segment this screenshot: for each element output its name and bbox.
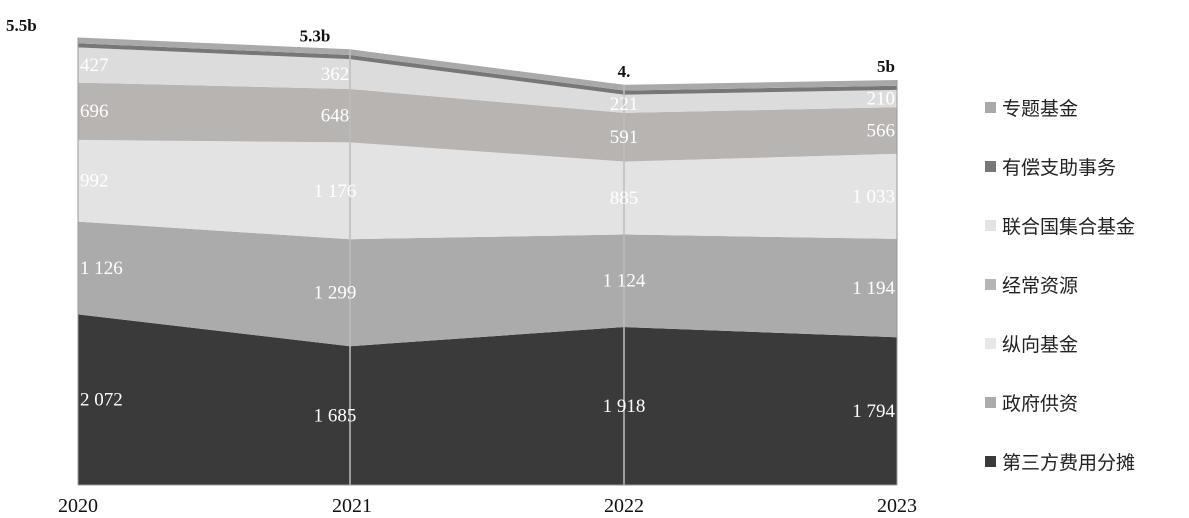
legend-item-0: 专题基金 bbox=[985, 78, 1185, 137]
area-series-0 bbox=[78, 314, 897, 485]
area-series-4 bbox=[78, 139, 897, 240]
y-max-label: 5.5b bbox=[6, 16, 37, 35]
legend-label-4: 纵向基金 bbox=[1002, 335, 1079, 356]
data-label-6-2021: 362 bbox=[321, 64, 350, 85]
x-tick-2020: 2020 bbox=[58, 495, 98, 517]
data-label-4-2021: 1 176 bbox=[314, 181, 357, 202]
data-label-1-2021: 1 299 bbox=[314, 283, 357, 304]
data-label-5-2023: 566 bbox=[867, 121, 896, 142]
total-label-2023: 5b bbox=[877, 57, 895, 76]
data-label-4-2020: 992 bbox=[80, 171, 109, 192]
data-label-6-2022: 221 bbox=[610, 94, 639, 115]
data-label-0-2023: 1 794 bbox=[852, 401, 895, 422]
legend-item-1: 有偿支助事务 bbox=[985, 137, 1185, 196]
data-label-1-2022: 1 124 bbox=[603, 271, 646, 292]
legend-swatch-0 bbox=[985, 102, 996, 113]
legend-swatch-1 bbox=[985, 161, 996, 172]
legend-label-0: 专题基金 bbox=[1002, 99, 1079, 120]
legend-item-3: 经常资源 bbox=[985, 255, 1185, 314]
legend: 专题基金有偿支助事务 联合国集合基金 经常资源纵向基金政府供资第三方费用分摊 bbox=[985, 78, 1185, 491]
area-series-7 bbox=[78, 43, 897, 95]
legend-swatch-6 bbox=[985, 456, 996, 467]
legend-label-3: 经常资源 bbox=[1002, 276, 1079, 297]
legend-label-6: 第三方费用分摊 bbox=[1002, 453, 1136, 474]
x-tick-2023: 2023 bbox=[877, 495, 917, 517]
legend-label-5: 政府供资 bbox=[1002, 394, 1079, 415]
data-label-0-2022: 1 918 bbox=[603, 396, 646, 417]
x-tick-2022: 2022 bbox=[604, 495, 644, 517]
area-series-5 bbox=[78, 82, 897, 162]
legend-item-2: 联合国集合基金 bbox=[985, 196, 1185, 255]
data-label-5-2022: 591 bbox=[610, 127, 639, 148]
data-label-5-2021: 648 bbox=[321, 106, 350, 127]
legend-item-4: 纵向基金 bbox=[985, 314, 1185, 373]
legend-swatch-5 bbox=[985, 397, 996, 408]
data-label-6-2023: 210 bbox=[867, 89, 896, 110]
legend-item-5: 政府供资 bbox=[985, 373, 1185, 432]
data-label-1-2020: 1 126 bbox=[80, 258, 123, 279]
legend-label-1: 有偿支助事务 bbox=[1002, 158, 1117, 179]
total-label-2021: 5.3b bbox=[300, 26, 331, 45]
data-label-1-2023: 1 194 bbox=[852, 278, 895, 299]
data-label-4-2022: 885 bbox=[610, 188, 639, 209]
x-tick-2021: 2021 bbox=[332, 495, 372, 517]
data-label-4-2023: 1 033 bbox=[852, 186, 895, 207]
legend-swatch-2 bbox=[985, 220, 996, 231]
area-series-1 bbox=[78, 221, 897, 347]
legend-swatch-4 bbox=[985, 338, 996, 349]
legend-label-2: 联合国集合基金 bbox=[1002, 217, 1136, 238]
data-label-6-2020: 427 bbox=[80, 55, 109, 76]
data-label-0-2020: 2 072 bbox=[80, 390, 123, 411]
legend-swatch-3 bbox=[985, 279, 996, 290]
area-series-6 bbox=[78, 47, 897, 113]
area-series-8 bbox=[78, 37, 897, 91]
data-label-5-2020: 696 bbox=[80, 101, 109, 122]
data-label-0-2021: 1 685 bbox=[314, 406, 357, 427]
legend-item-6: 第三方费用分摊 bbox=[985, 432, 1185, 491]
total-label-2022: 4. bbox=[618, 62, 631, 81]
